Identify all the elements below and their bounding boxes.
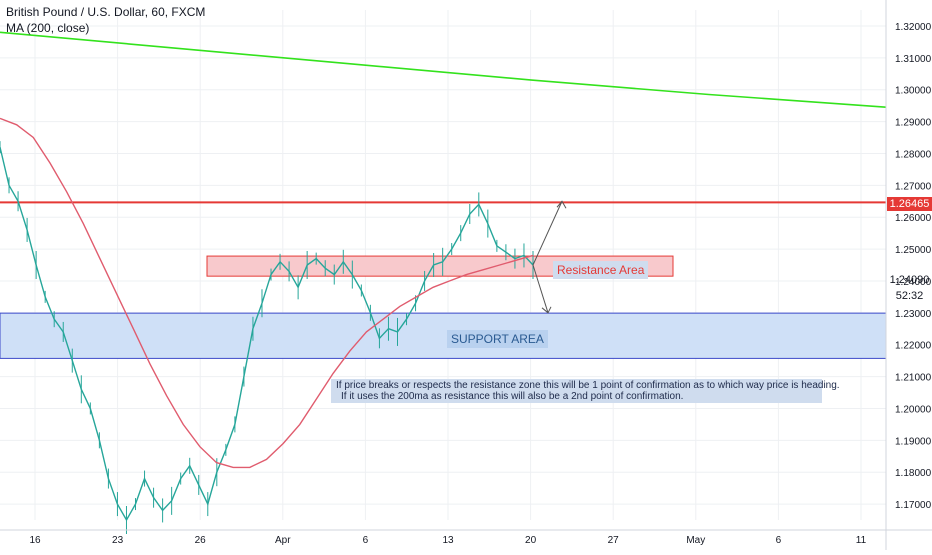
support-zone (0, 312, 887, 359)
x-tick-label: 13 (442, 535, 454, 546)
y-tick-label: 1.29000 (895, 118, 932, 129)
series-layer (0, 31, 887, 534)
analysis-note-line-1: If price breaks or respects the resistan… (336, 380, 840, 391)
y-tick-label: 1.28000 (895, 149, 932, 160)
ma-slow-line (0, 31, 887, 108)
chart-title: British Pound / U.S. Dollar, 60, FXCM (6, 5, 206, 19)
ma-fast-line (0, 117, 534, 469)
y-tick-label: 1.32000 (895, 22, 932, 33)
x-tick-label: 27 (608, 535, 620, 546)
arrow-down-projection (532, 264, 549, 313)
y-tick-label: 1.21000 (895, 373, 932, 384)
zones (0, 201, 887, 359)
current-price-tag: 1.26465 (887, 197, 932, 211)
arrow-down-head (541, 306, 552, 314)
x-tick-label: 6 (363, 535, 369, 546)
y-tick-label: 1.26000 (895, 213, 932, 224)
x-tick-label: 11 (856, 535, 867, 546)
ma-price-tag: 1.24090 (889, 274, 930, 286)
countdown-tag: 52:32 (895, 290, 924, 302)
x-tick-label: 26 (195, 535, 207, 546)
x-tick-label: May (686, 535, 705, 546)
support-area-label[interactable]: SUPPORT AREA (447, 330, 548, 348)
y-tick-label: 1.19000 (895, 436, 932, 447)
analysis-note-line-2: If it uses the 200ma as resistance this … (341, 391, 684, 402)
indicator-label: MA (200, close) (6, 21, 90, 35)
y-tick-label: 1.24000 (895, 277, 932, 288)
y-tick-label: 1.27000 (895, 181, 932, 192)
y-tick-label: 1.20000 (895, 404, 932, 415)
y-tick-label: 1.23000 (895, 309, 932, 320)
x-tick-label: 20 (525, 535, 537, 546)
arrow-up-head (556, 200, 567, 209)
y-tick-label: 1.18000 (895, 468, 932, 479)
price-series (0, 146, 534, 522)
analysis-note[interactable]: If price breaks or respects the resistan… (331, 379, 840, 403)
y-tick-label: 1.30000 (895, 86, 932, 97)
x-tick-label: Apr (275, 535, 291, 546)
y-tick-label: 1.25000 (895, 245, 932, 256)
y-tick-label: 1.31000 (895, 54, 932, 65)
resistance-area-label[interactable]: Resistance Area (553, 261, 649, 279)
y-tick-label: 1.17000 (895, 500, 932, 511)
x-tick-label: 23 (112, 535, 124, 546)
x-tick-label: 16 (29, 535, 41, 546)
x-tick-label: 6 (776, 535, 782, 546)
y-tick-label: 1.22000 (895, 341, 932, 352)
arrow-up-projection (532, 201, 563, 266)
